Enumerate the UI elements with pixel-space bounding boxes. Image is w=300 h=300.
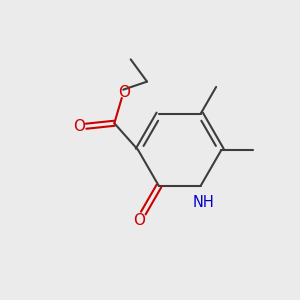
- Text: O: O: [133, 213, 145, 228]
- Text: O: O: [74, 119, 86, 134]
- Text: NH: NH: [193, 195, 214, 210]
- Text: O: O: [118, 85, 130, 100]
